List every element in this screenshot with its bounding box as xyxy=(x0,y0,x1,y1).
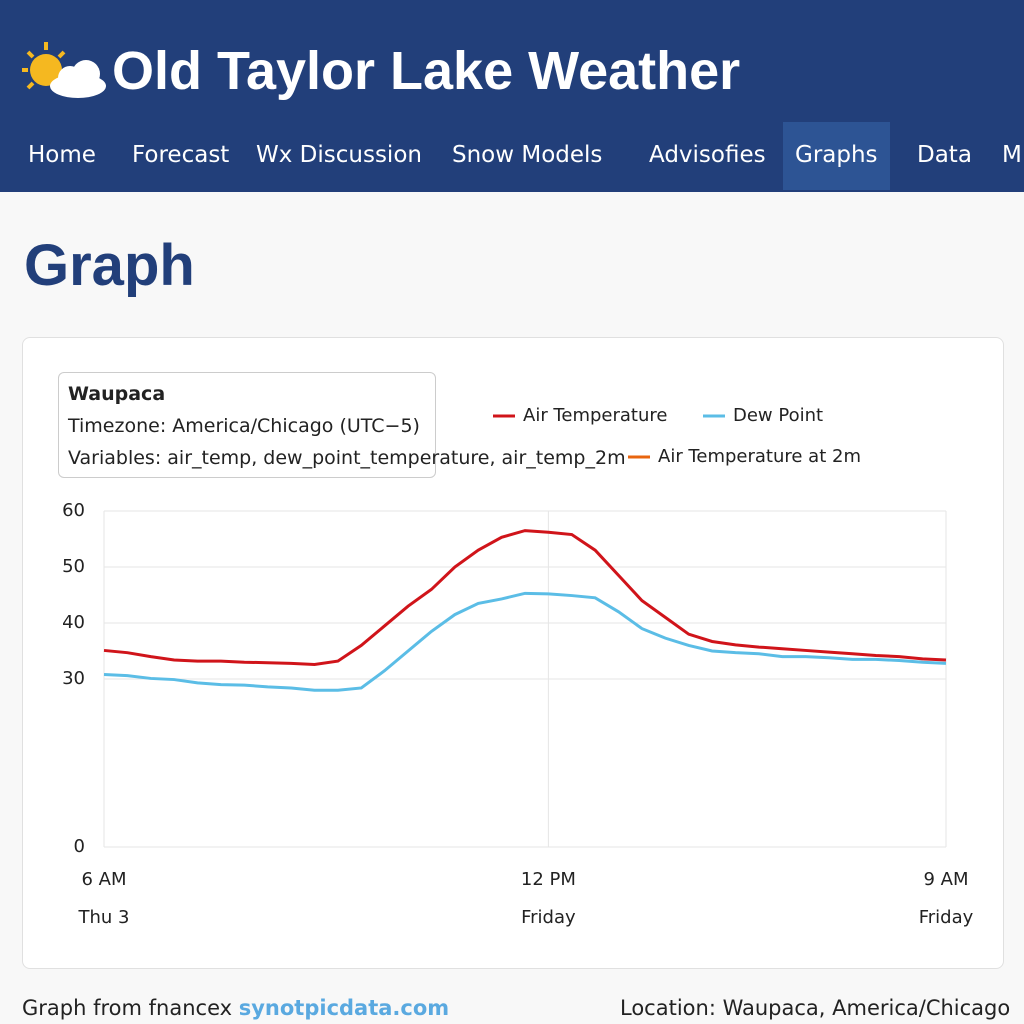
legend-label: Air Temperature xyxy=(523,405,667,426)
nav-item[interactable]: M xyxy=(1002,142,1022,168)
y-tick-label: 50 xyxy=(62,556,85,577)
nav-item[interactable]: Advisofies xyxy=(649,142,766,168)
nav-item[interactable]: Forecast xyxy=(132,142,230,168)
legend-label: Air Temperature at 2m xyxy=(658,446,861,467)
nav-item[interactable]: Snow Models xyxy=(452,142,603,168)
x-date-label: Friday xyxy=(919,907,974,928)
source-link[interactable]: synotpicdata.com xyxy=(238,996,450,1020)
page-heading: Graph xyxy=(24,233,195,298)
nav-item[interactable]: Home xyxy=(28,142,96,168)
header: Old Taylor Lake Weather xyxy=(0,0,1024,192)
y-tick-label: 60 xyxy=(62,500,85,521)
y-tick-label: 0 xyxy=(74,836,85,857)
x-tick-label: 12 PM xyxy=(521,869,576,890)
series-line xyxy=(103,591,947,692)
y-tick-label: 40 xyxy=(62,612,85,633)
y-tick-label: 30 xyxy=(62,668,85,689)
footer-source: Graph from fnancex synotpicdata.com xyxy=(22,996,449,1020)
nav-item[interactable]: Wx Discussion xyxy=(256,142,422,168)
source-text: Graph from fnancex xyxy=(22,996,233,1020)
legend-label: Dew Point xyxy=(733,405,823,426)
series-line xyxy=(103,529,947,666)
x-tick-label: 6 AM xyxy=(81,869,126,890)
nav-item[interactable]: Graphs xyxy=(783,122,890,190)
footer-location: Location: Waupaca, America/Chicago xyxy=(620,996,1011,1020)
info-box xyxy=(58,372,436,478)
x-date-label: Friday xyxy=(521,907,576,928)
timezone: Timezone: America/Chicago (UTC−5) xyxy=(68,415,420,437)
station-name: Waupaca xyxy=(68,383,166,405)
x-date-label: Thu 3 xyxy=(78,907,130,928)
site-title: Old Taylor Lake Weather xyxy=(112,41,741,101)
logo-icon xyxy=(22,42,106,98)
variables: Variables: air_temp, dew_point_temperatu… xyxy=(68,447,626,469)
nav-item[interactable]: Data xyxy=(917,142,972,168)
x-tick-label: 9 AM xyxy=(923,869,968,890)
